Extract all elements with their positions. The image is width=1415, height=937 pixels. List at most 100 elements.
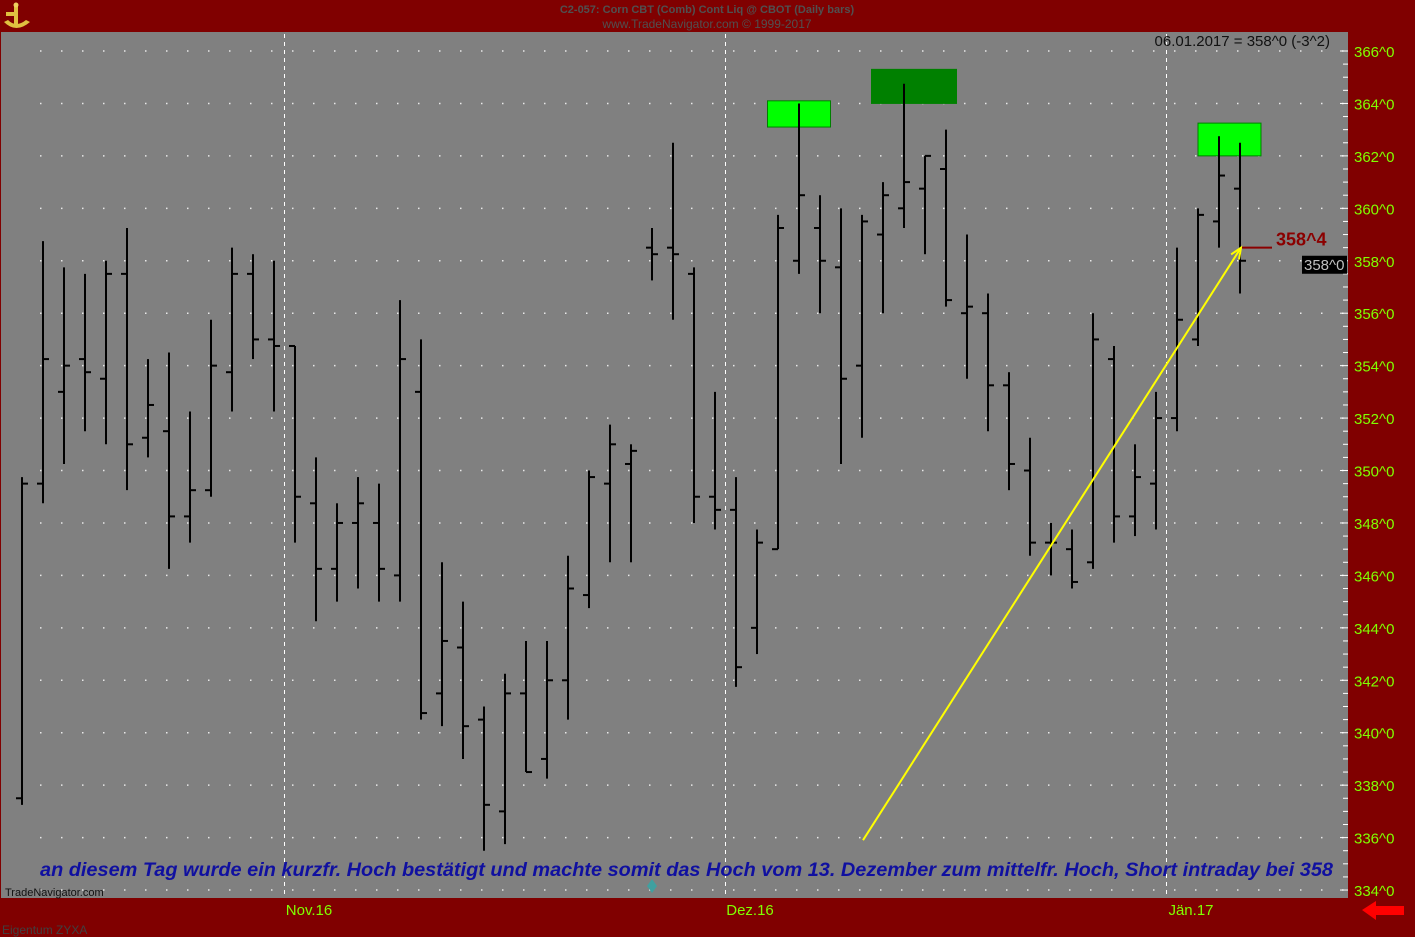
ohlc-bar[interactable] <box>940 129 952 307</box>
y-tick-label: 354^0 <box>1354 359 1394 376</box>
ohlc-bar[interactable] <box>625 444 637 563</box>
ohlc-bar[interactable] <box>436 562 448 727</box>
trade-navigator-logo-icon <box>4 2 30 28</box>
ohlc-bar[interactable] <box>499 673 511 845</box>
y-tick-label: 350^0 <box>1354 464 1394 481</box>
y-tick-label: 360^0 <box>1354 201 1394 218</box>
ohlc-bar[interactable] <box>898 83 910 228</box>
ohlc-bar[interactable] <box>100 260 112 445</box>
ohlc-bar[interactable] <box>520 640 532 774</box>
last-price-box <box>1302 255 1347 274</box>
ohlc-bar[interactable] <box>163 352 175 569</box>
ohlc-bar[interactable] <box>205 319 217 497</box>
y-tick-label: 348^0 <box>1354 516 1394 533</box>
ohlc-bar[interactable] <box>1129 444 1141 537</box>
ohlc-bar[interactable] <box>709 391 721 530</box>
y-tick-label: 356^0 <box>1354 306 1394 323</box>
ohlc-bar[interactable] <box>16 477 28 805</box>
ohlc-bar[interactable] <box>583 470 595 609</box>
y-tick-label: 362^0 <box>1354 149 1394 166</box>
ohlc-bar[interactable] <box>121 227 133 491</box>
ohlc-bar[interactable] <box>1087 313 1099 569</box>
ohlc-bar[interactable] <box>667 142 679 320</box>
ohlc-bar[interactable] <box>814 195 826 314</box>
y-tick-label: 352^0 <box>1354 411 1394 428</box>
x-tick-label: Jän.17 <box>1168 902 1213 919</box>
price-readout: 06.01.2017 = 358^0 (-3^2) <box>1155 33 1330 50</box>
copyright: www.TradeNavigator.com © 1999-2017 <box>601 17 811 31</box>
ohlc-bar[interactable] <box>79 273 91 432</box>
y-tick-label: 346^0 <box>1354 568 1394 585</box>
ohlc-bar[interactable] <box>226 247 238 412</box>
x-axis[interactable]: Nov.16 Dez.16 Jän.17 <box>286 902 1214 919</box>
price-marker-label: 358^4 <box>1276 230 1327 250</box>
ohlc-bar[interactable] <box>1024 437 1036 556</box>
ohlc-bar[interactable] <box>184 411 196 543</box>
chart-title: C2-057: Corn CBT (Comb) Cont Liq @ CBOT … <box>560 4 855 16</box>
trend-arrow-head <box>1230 245 1243 260</box>
teal-marker-icon <box>647 879 657 893</box>
ohlc-bar[interactable] <box>1066 529 1078 589</box>
y-tick-label: 334^0 <box>1354 883 1394 900</box>
ohlc-bar[interactable] <box>394 300 406 602</box>
last-price-label: 358^0 <box>1304 257 1344 274</box>
ohlc-bar[interactable] <box>877 182 889 314</box>
grid <box>40 34 1345 897</box>
ohlc-bar[interactable] <box>373 483 385 602</box>
ohlc-bar[interactable] <box>961 234 973 379</box>
highlight-box <box>871 68 957 104</box>
ohlc-bar[interactable] <box>562 555 574 720</box>
ohlc-bar[interactable] <box>1234 142 1246 294</box>
y-tick-label: 338^0 <box>1354 778 1394 795</box>
ohlc-bar[interactable] <box>478 706 490 851</box>
ohlc-bar[interactable] <box>247 254 259 360</box>
ohlc-bar[interactable] <box>919 154 931 255</box>
trend-arrow-line[interactable] <box>862 247 1242 841</box>
ohlc-bar[interactable] <box>688 267 700 523</box>
ohlc-bar[interactable] <box>268 260 280 412</box>
ohlc-bar[interactable] <box>1150 391 1162 530</box>
ohlc-bar[interactable] <box>730 477 742 687</box>
ohlc-bar[interactable] <box>604 424 616 563</box>
highlight-box <box>1197 122 1262 157</box>
ohlc-bar[interactable] <box>1213 136 1225 248</box>
y-tick-label: 364^0 <box>1354 96 1394 113</box>
ohlc-bar[interactable] <box>310 457 322 622</box>
x-tick-label: Nov.16 <box>286 902 332 919</box>
y-tick-label: 344^0 <box>1354 621 1394 638</box>
y-tick-label: 342^0 <box>1354 673 1394 690</box>
y-tick-label: 366^0 <box>1354 44 1394 61</box>
ohlc-bar[interactable] <box>37 241 49 504</box>
ohlc-bars <box>16 83 1246 851</box>
y-tick-label: 340^0 <box>1354 726 1394 743</box>
ohlc-bar[interactable] <box>835 208 847 464</box>
ohlc-bar[interactable] <box>1108 345 1120 543</box>
overlays: 358^4 <box>862 230 1327 841</box>
ohlc-bar[interactable] <box>982 293 994 432</box>
ohlc-bar[interactable] <box>331 503 343 602</box>
owner-label: Eigentum ZYXA <box>2 923 87 937</box>
red-arrow-left-icon[interactable] <box>1362 901 1404 920</box>
ohlc-bar[interactable] <box>58 267 70 464</box>
ohlc-bar[interactable] <box>352 477 364 589</box>
plot-area[interactable] <box>1 32 1348 898</box>
ohlc-bar[interactable] <box>457 601 469 759</box>
y-tick-label: 358^0 <box>1354 254 1394 271</box>
y-tick-label: 336^0 <box>1354 831 1394 848</box>
ohlc-bar[interactable] <box>142 359 154 458</box>
x-tick-label: Dez.16 <box>726 902 774 919</box>
ohlc-bar[interactable] <box>415 339 427 720</box>
ohlc-bar[interactable] <box>646 227 658 281</box>
ohlc-bar[interactable] <box>772 214 784 551</box>
ohlc-bar[interactable] <box>751 529 763 655</box>
ohlc-bar[interactable] <box>1003 372 1015 491</box>
ohlc-bar[interactable] <box>856 214 868 438</box>
y-axis[interactable]: 366^0 364^0 362^0 360^0 358^0 356^0 354^0 352^0… <box>1302 44 1394 900</box>
ohlc-bar[interactable] <box>289 344 301 543</box>
watermark: TradeNavigator.com <box>5 887 104 899</box>
ohlc-bar[interactable] <box>1171 247 1183 432</box>
ohlc-bar[interactable] <box>541 640 553 779</box>
ohlc-bar[interactable] <box>1192 208 1204 346</box>
ohlc-bar[interactable] <box>793 103 805 274</box>
